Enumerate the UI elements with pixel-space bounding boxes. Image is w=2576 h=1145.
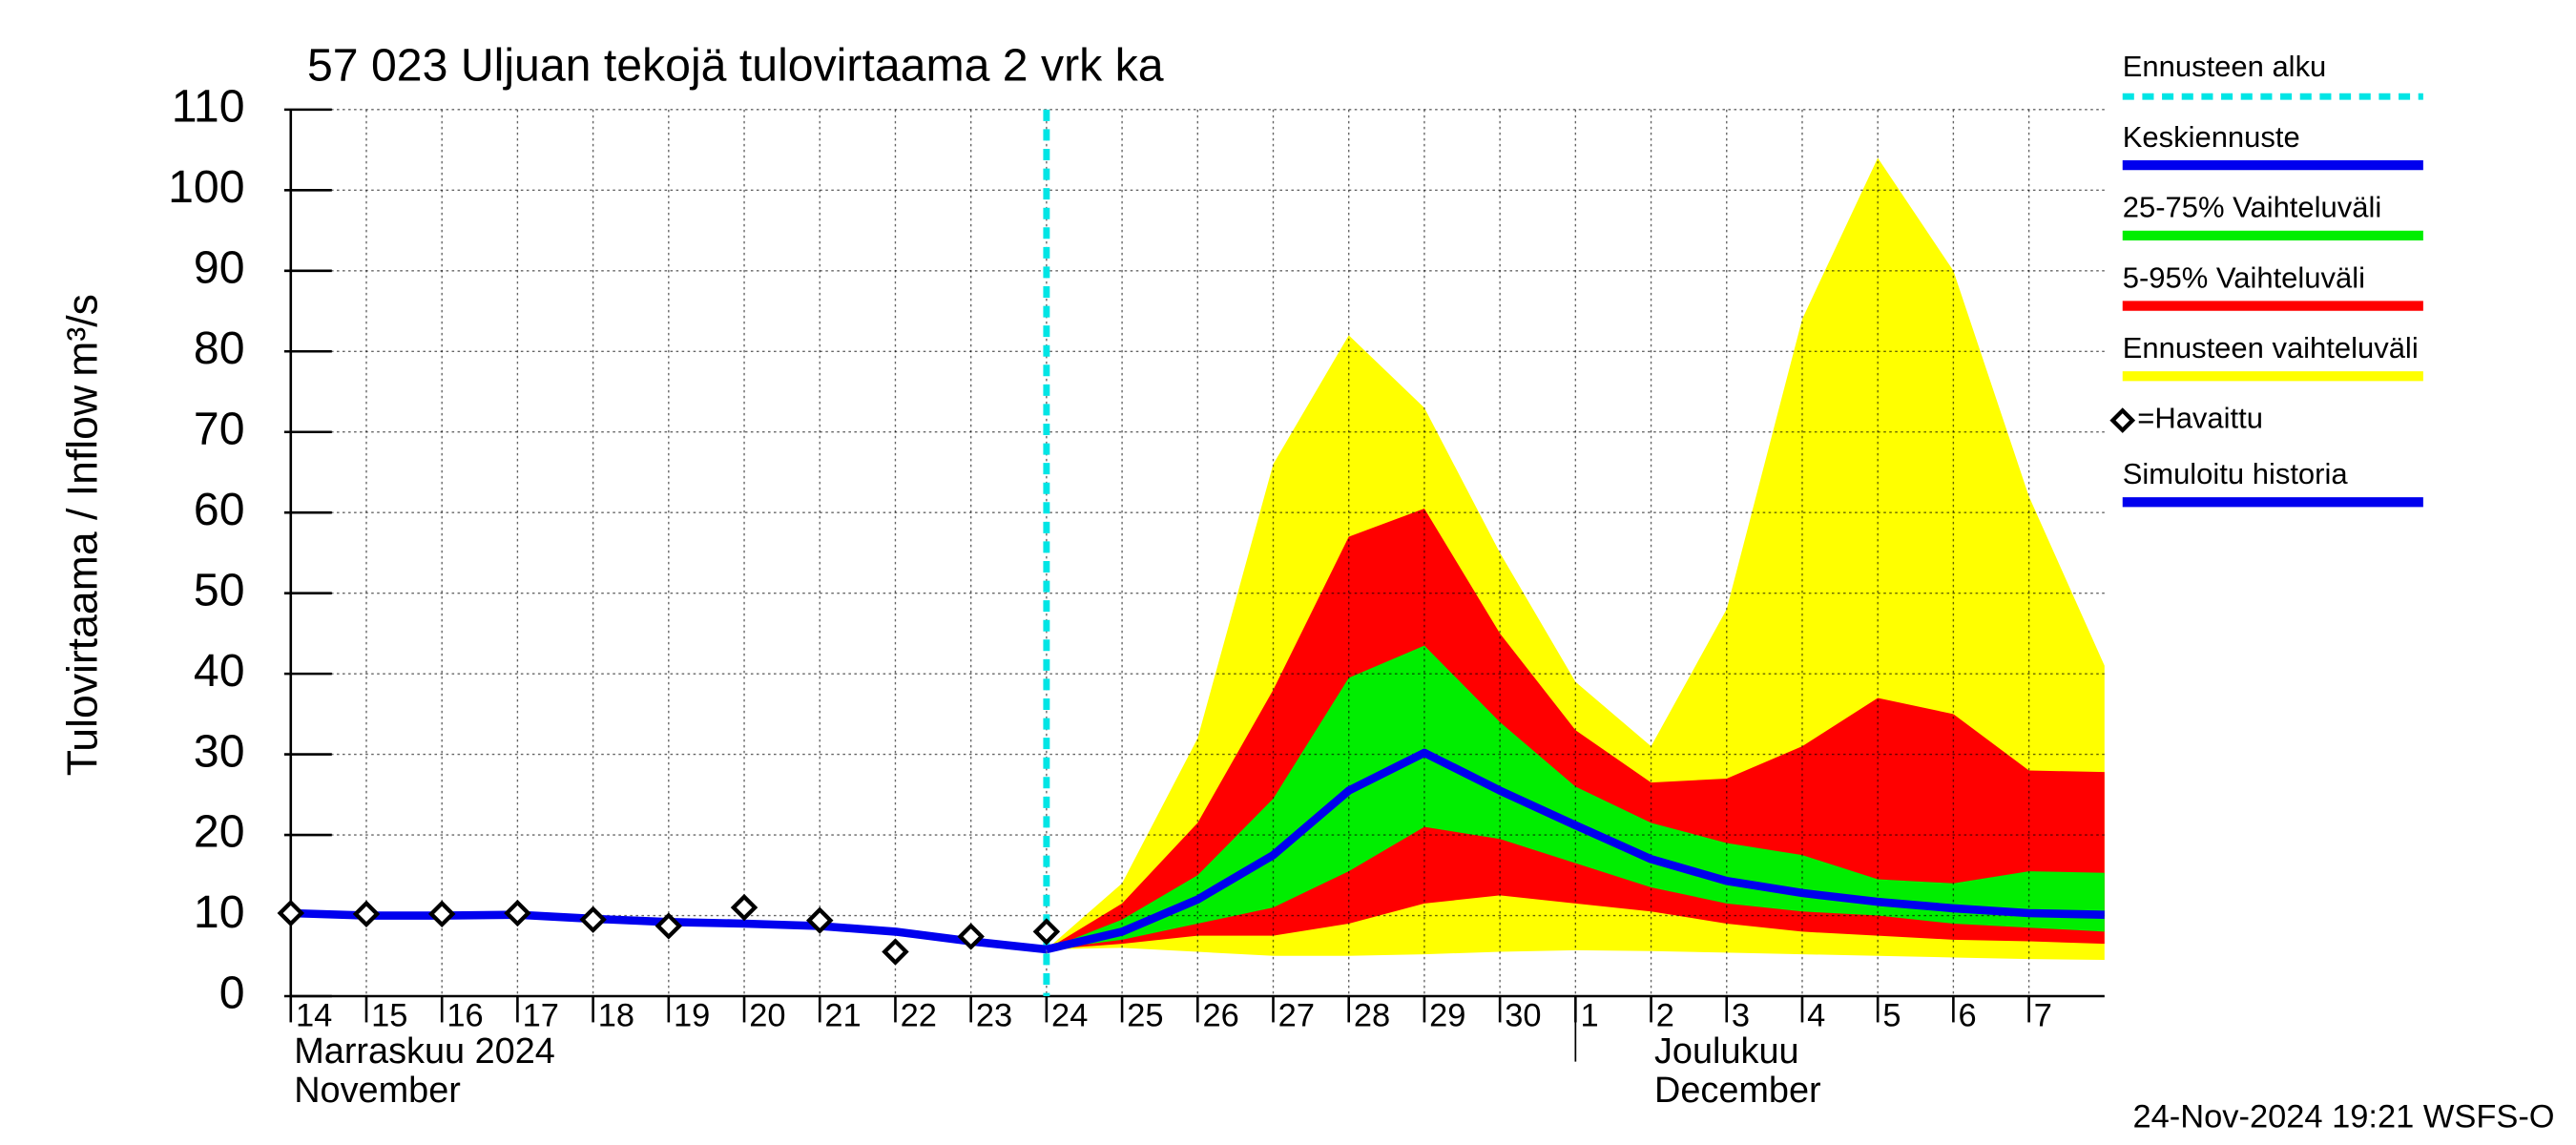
footer: 24-Nov-2024 19:21 WSFS-O xyxy=(2132,1099,2554,1135)
x-tick-label: 30 xyxy=(1505,997,1541,1033)
chart-title: 57 023 Uljuan tekojä tulovirtaama 2 vrk … xyxy=(307,40,1164,92)
x-tick-label: 22 xyxy=(901,997,937,1033)
x-tick-label: 27 xyxy=(1278,997,1315,1033)
x-tick-label: 5 xyxy=(1882,997,1901,1033)
legend-label: Keskiennuste xyxy=(2123,120,2300,154)
y-tick-label: 10 xyxy=(194,886,245,938)
observation-marker xyxy=(654,912,683,940)
y-axis-label: Tulovirtaama / Inflow xyxy=(59,385,106,776)
line xyxy=(1045,748,2105,954)
x-tick-label: 17 xyxy=(523,997,559,1033)
x-tick-label: 23 xyxy=(976,997,1012,1033)
x-tick-label: 4 xyxy=(1807,997,1825,1033)
observation-marker xyxy=(277,899,305,927)
observation-marker xyxy=(806,906,834,934)
y-tick-label: 50 xyxy=(194,564,245,615)
y-tick-label: 100 xyxy=(168,161,244,213)
observation-marker xyxy=(1032,918,1061,946)
observation-marker xyxy=(957,923,985,950)
x-tick-label: 26 xyxy=(1202,997,1238,1033)
x-tick-label: 16 xyxy=(447,997,483,1033)
x-tick-label: 6 xyxy=(1959,997,1977,1033)
y-tick-label: 60 xyxy=(194,484,245,535)
legend-label: Simuloitu historia xyxy=(2123,457,2349,490)
observation-marker xyxy=(730,893,758,922)
y-tick-label: 110 xyxy=(172,81,245,133)
y-tick-label: 20 xyxy=(194,806,245,858)
x-tick-label: 15 xyxy=(371,997,407,1033)
observation-marker xyxy=(882,938,909,966)
month-label: December xyxy=(1654,1071,1821,1111)
y-tick-label: 40 xyxy=(194,645,245,697)
y-tick-label: 90 xyxy=(194,242,245,294)
legend-label: =Havaittu xyxy=(2137,402,2263,435)
legend-label: Ennusteen vaihteluväli xyxy=(2123,331,2419,364)
x-tick-label: 14 xyxy=(296,997,332,1033)
x-tick-label: 1 xyxy=(1581,997,1599,1033)
x-tick-label: 25 xyxy=(1127,997,1163,1033)
x-tick-label: 18 xyxy=(598,997,634,1033)
x-tick-label: 21 xyxy=(824,997,861,1033)
x-tick-label: 2 xyxy=(1656,997,1674,1033)
x-tick-label: 3 xyxy=(1732,997,1750,1033)
observation-marker xyxy=(579,906,607,933)
x-tick-label: 20 xyxy=(749,997,785,1033)
observation-marker xyxy=(352,900,381,928)
month-label: Marraskuu 2024 xyxy=(294,1031,555,1072)
month-label: November xyxy=(294,1071,461,1111)
legend-label: Ennusteen alku xyxy=(2123,50,2327,83)
y-axis-unit: m³/s xyxy=(59,294,106,377)
legend-label: 25-75% Vaihteluväli xyxy=(2123,191,2381,224)
x-tick-label: 29 xyxy=(1429,997,1465,1033)
legend-label: 5-95% Vaihteluväli xyxy=(2123,260,2365,294)
x-tick-label: 7 xyxy=(2034,997,2052,1033)
y-tick-label: 80 xyxy=(194,323,245,374)
month-label: Joulukuu xyxy=(1654,1031,1799,1072)
y-tick-label: 70 xyxy=(194,403,245,454)
x-tick-label: 28 xyxy=(1354,997,1390,1033)
legend-swatch xyxy=(2109,407,2136,433)
x-tick-label: 19 xyxy=(674,997,710,1033)
x-tick-label: 24 xyxy=(1051,997,1088,1033)
y-tick-label: 30 xyxy=(194,725,245,777)
observation-marker xyxy=(427,900,456,928)
y-tick-label: 0 xyxy=(219,968,245,1019)
observation-marker xyxy=(504,899,531,927)
